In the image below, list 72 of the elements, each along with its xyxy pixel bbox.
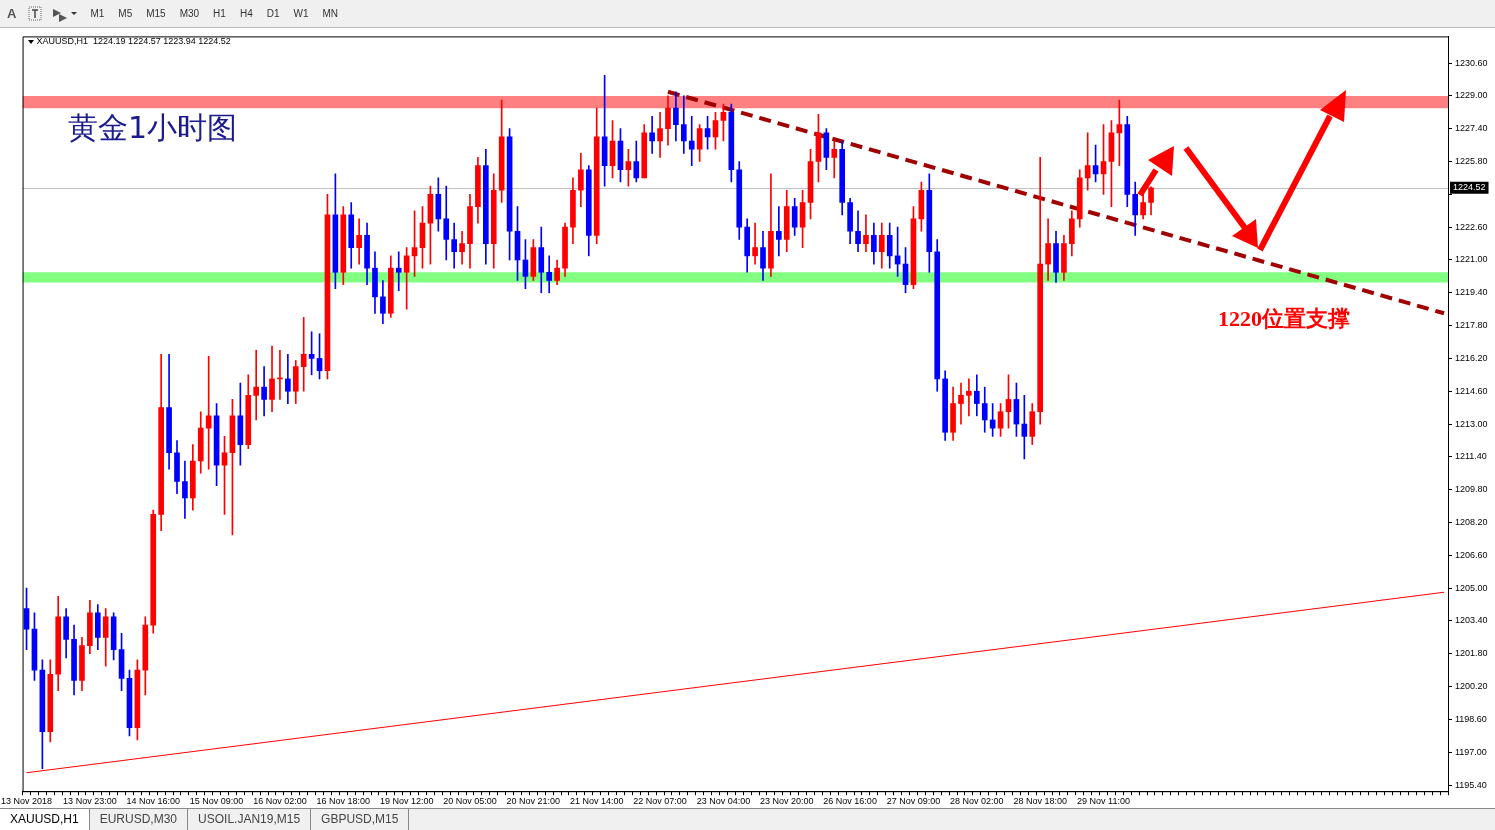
text: A bbox=[6, 6, 18, 21]
y-tick-label: 1201.80 bbox=[1455, 648, 1488, 659]
candlestick bbox=[958, 382, 964, 425]
y-tick-label: 1195.40 bbox=[1455, 779, 1487, 790]
y-tick-label: 1230.60 bbox=[1455, 57, 1488, 68]
y-tick-label: 1197.00 bbox=[1455, 746, 1487, 757]
candlestick bbox=[205, 356, 212, 470]
text: H1 bbox=[212, 8, 227, 19]
y-tick-label: 1200.20 bbox=[1455, 681, 1488, 692]
x-tick-label: 26 Nov 16:00 bbox=[823, 796, 877, 807]
text: W1 bbox=[292, 8, 310, 19]
y-tick-label: 1213.00 bbox=[1455, 418, 1488, 429]
y-tick-label: 1198.60 bbox=[1455, 713, 1487, 724]
candlestick bbox=[395, 251, 402, 292]
y-tick-label: 1216.20 bbox=[1455, 352, 1488, 363]
x-tick-label: 16 Nov 18:00 bbox=[316, 796, 371, 807]
text: M30 bbox=[178, 8, 201, 19]
candlestick bbox=[546, 255, 553, 294]
x-tick-label: 28 Nov 02:00 bbox=[950, 796, 1004, 807]
text: GBPUSD,M15 bbox=[311, 809, 410, 830]
text: EURUSD,M30 bbox=[89, 809, 189, 830]
chart-subtitle: XAUUSD,H1 1224.19 1224.57 1223.94 1224.52 bbox=[36, 36, 231, 47]
x-tick-label: 23 Nov 20:00 bbox=[759, 796, 814, 807]
y-tick-label: 1205.00 bbox=[1455, 582, 1488, 593]
y-tick-label: 1221.00 bbox=[1455, 254, 1488, 265]
candlestick bbox=[300, 317, 307, 392]
text: M1 bbox=[89, 8, 106, 19]
y-tick-label: 1203.40 bbox=[1455, 615, 1488, 626]
candlestick bbox=[752, 222, 758, 265]
x-tick-label: 28 Nov 18:00 bbox=[1013, 796, 1067, 807]
x-tick-label: 21 Nov 14:00 bbox=[569, 796, 624, 807]
x-tick-label: 29 Nov 11:00 bbox=[1077, 796, 1130, 807]
x-tick-label: 20 Nov 05:00 bbox=[443, 796, 497, 807]
text: MN bbox=[321, 8, 340, 19]
text: XAUUSD,H1 bbox=[0, 809, 90, 830]
y-tick-label: 1214.60 bbox=[1455, 385, 1488, 396]
ref-line-label: 1224.52 bbox=[1453, 182, 1486, 193]
candlestick bbox=[253, 349, 260, 421]
text: USOIL.JAN19,M15 bbox=[188, 809, 312, 830]
text: M5 bbox=[117, 8, 134, 19]
y-tick-label: 1208.20 bbox=[1455, 516, 1488, 527]
y-tick-label: 1227.40 bbox=[1455, 123, 1488, 134]
x-tick-label: 13 Nov 23:00 bbox=[63, 796, 117, 807]
annotation: 1220位置支撑 bbox=[1218, 305, 1350, 331]
candlestick bbox=[776, 206, 782, 257]
x-tick-label: 13 Nov 2018 bbox=[1, 796, 53, 807]
x-tick-label: 27 Nov 09:00 bbox=[886, 796, 941, 807]
candlestick bbox=[966, 378, 972, 417]
text: D1 bbox=[265, 8, 281, 19]
text: H4 bbox=[238, 8, 254, 19]
candlestick bbox=[863, 214, 869, 253]
y-tick-label: 1225.80 bbox=[1455, 156, 1488, 166]
x-tick-label: 14 Nov 16:00 bbox=[126, 796, 181, 807]
y-tick-label: 1229.00 bbox=[1455, 90, 1488, 101]
candlestick bbox=[688, 116, 695, 166]
text: 黄金1小时图 bbox=[68, 110, 238, 145]
x-tick-label: 19 Nov 12:00 bbox=[379, 796, 434, 807]
candlestick bbox=[1084, 132, 1091, 191]
candlestick bbox=[649, 116, 655, 154]
y-tick-label: 1219.40 bbox=[1455, 287, 1488, 298]
x-tick-label: 22 Nov 07:00 bbox=[633, 796, 687, 807]
x-tick-label: 23 Nov 04:00 bbox=[696, 796, 751, 807]
candlestick bbox=[831, 140, 838, 179]
x-tick-label: 15 Nov 09:00 bbox=[189, 796, 244, 807]
y-tick-label: 1211.40 bbox=[1455, 451, 1487, 462]
y-tick-label: 1222.60 bbox=[1455, 221, 1488, 232]
x-tick-label: 16 Nov 02:00 bbox=[253, 796, 307, 807]
y-tick-label: 1217.80 bbox=[1455, 320, 1488, 331]
y-tick-label: 1209.80 bbox=[1455, 484, 1488, 495]
x-tick-label: 20 Nov 21:00 bbox=[506, 796, 561, 807]
y-tick-label: 1206.60 bbox=[1455, 549, 1488, 560]
text: M15 bbox=[145, 8, 167, 19]
